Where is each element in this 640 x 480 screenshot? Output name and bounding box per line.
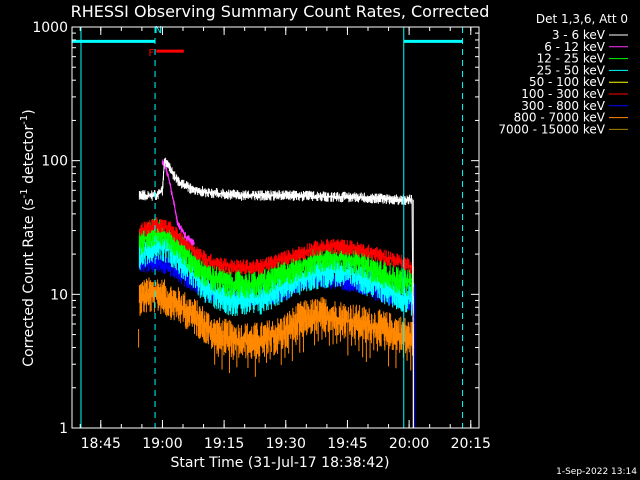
legend-label: 3 - 6 keV: [552, 28, 606, 42]
x-axis: 18:45 19:00 19:15 19:30 19:45 20:00 20:15: [79, 27, 491, 452]
x-axis-label: Start Time (31-Jul-17 18:38:42): [170, 455, 389, 471]
y-axis: 1 10 100 1000: [32, 20, 479, 437]
y-tick-label: 100: [41, 154, 68, 170]
series-noise-0: [138, 157, 415, 380]
series-4: [138, 217, 415, 275]
date-stamp: 1-Sep-2022 13:14: [556, 467, 637, 477]
y-axis-label: Corrected Count Rate (s-1 detector-1): [19, 109, 37, 366]
series-noise-4: [138, 217, 415, 275]
plot-frame: [71, 26, 480, 429]
chart-title: RHESSI Observing Summary Count Rates, Co…: [71, 2, 490, 21]
series-noise-6: [138, 277, 415, 359]
legend-label: 12 - 25 keV: [537, 52, 606, 66]
series-2: [138, 218, 415, 299]
legend-label: 800 - 7000 keV: [514, 111, 606, 125]
x-tick-label: 19:00: [142, 436, 182, 452]
legend-label: 300 - 800 keV: [521, 99, 605, 113]
plot-area: NF: [72, 25, 464, 429]
legend-label: 100 - 300 keV: [521, 87, 605, 101]
legend-label: 25 - 50 keV: [537, 63, 606, 77]
flag-marker-f: F: [148, 48, 154, 59]
y-tick-label: 1000: [32, 20, 68, 36]
x-tick-label: 20:15: [451, 436, 491, 452]
orange-spikes: [138, 315, 412, 377]
legend-label: 6 - 12 keV: [544, 40, 606, 54]
flag-marker-n: N: [155, 25, 162, 36]
legend-header: Det 1,3,6, Att 0: [536, 12, 628, 26]
y-tick-label: 1: [59, 421, 68, 437]
y-tick-label: 10: [50, 287, 68, 303]
x-tick-label: 19:15: [204, 436, 244, 452]
legend-label: 7000 - 15000 keV: [498, 122, 605, 136]
x-tick-label: 18:45: [81, 436, 121, 452]
x-tick-label: 20:00: [389, 436, 429, 452]
x-tick-label: 19:30: [266, 436, 306, 452]
series-0: [138, 157, 415, 429]
legend-label: 50 - 100 keV: [529, 75, 606, 89]
x-tick-label: 19:45: [327, 436, 367, 452]
